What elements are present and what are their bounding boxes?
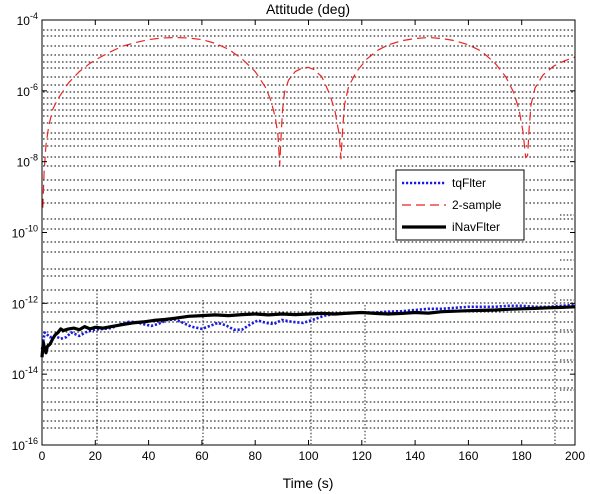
x-tick-label: 100 xyxy=(298,449,318,463)
series-line-inavflter xyxy=(40,305,576,358)
legend: tqFlter 2-sample iNavFlter xyxy=(395,169,525,241)
series-line-tqflter xyxy=(40,303,576,350)
series-line-2-sample xyxy=(42,36,576,208)
chart-title: Attitude (deg) xyxy=(266,1,350,17)
x-tick-label: 200 xyxy=(565,449,585,463)
x-tick-label: 60 xyxy=(195,449,209,463)
x-tick-label: 180 xyxy=(512,449,532,463)
grid xyxy=(43,29,574,444)
legend-label-tqfilter: tqFlter xyxy=(452,176,486,190)
x-tick-label: 0 xyxy=(39,449,46,463)
x-tick-label: 80 xyxy=(249,449,263,463)
legend-label-2-sample: 2-sample xyxy=(452,198,502,212)
axis-ticks xyxy=(41,19,576,446)
x-tick-label: 140 xyxy=(405,449,425,463)
series-group xyxy=(40,36,576,358)
legend-label-inavfilter: iNavFlter xyxy=(452,220,500,234)
x-tick-label: 120 xyxy=(352,449,372,463)
x-tick-label: 20 xyxy=(89,449,103,463)
x-tick-labels: 0 20 40 60 80 100 120 140 160 180 200 xyxy=(39,449,586,463)
x-tick-label: 160 xyxy=(458,449,478,463)
x-axis-title: Time (s) xyxy=(283,475,334,491)
x-tick-label: 40 xyxy=(142,449,156,463)
